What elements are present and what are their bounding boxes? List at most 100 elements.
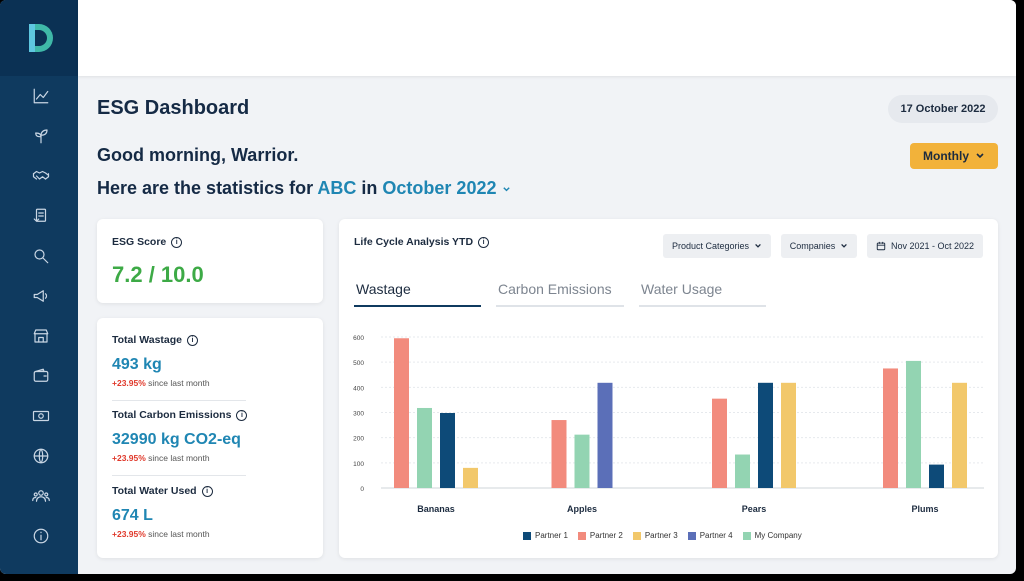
bar-plums-partner-3[interactable] <box>952 382 967 488</box>
x-category-label: Bananas <box>417 504 455 514</box>
bar-bananas-partner-3[interactable] <box>463 467 478 488</box>
legend-label: Partner 2 <box>589 531 623 540</box>
divider <box>112 400 246 401</box>
metric-value: 493 kg <box>112 356 162 373</box>
metric-value: 32990 kg CO2-eq <box>112 431 241 448</box>
metric-value: 674 L <box>112 507 153 524</box>
change-percent: +23.95% <box>112 378 146 388</box>
top-bar <box>78 0 1016 76</box>
search-icon[interactable] <box>28 243 54 269</box>
bar-apples-my-company[interactable] <box>574 434 590 488</box>
metric-carbon: Total Carbon Emissions i 32990 kg CO2-eq … <box>112 409 308 463</box>
product-categories-dropdown[interactable]: Product Categories <box>663 234 771 258</box>
greeting-text: Good morning, Warrior. <box>97 145 299 165</box>
lca-title: Life Cycle Analysis YTD i <box>354 236 490 248</box>
bar-bananas-partner-2[interactable] <box>394 338 409 488</box>
legend-item[interactable]: Partner 1 <box>523 531 568 540</box>
stats-mid: in <box>356 178 383 198</box>
bar-apples-partner-4[interactable] <box>597 382 613 488</box>
metric-label: Total Wastage i <box>112 334 308 346</box>
store-icon[interactable] <box>28 323 54 349</box>
info-icon[interactable] <box>28 523 54 549</box>
change-text: since last month <box>145 378 210 388</box>
legend-swatch <box>632 531 641 540</box>
bar-bananas-my-company[interactable] <box>417 407 432 488</box>
calendar-icon <box>876 241 886 251</box>
bar-pears-partner-1[interactable] <box>758 382 773 488</box>
period-dropdown-label: Monthly <box>923 149 969 163</box>
filter-label: Companies <box>789 241 836 251</box>
info-icon[interactable]: i <box>171 236 183 248</box>
report-icon[interactable] <box>28 203 54 229</box>
tab-water-usage[interactable]: Water Usage <box>641 281 723 297</box>
y-tick-label: 200 <box>353 436 364 443</box>
sprout-icon[interactable] <box>28 123 54 149</box>
legend-swatch <box>523 531 531 540</box>
info-icon[interactable]: i <box>201 485 213 497</box>
esg-score-label-text: ESG Score <box>112 236 167 248</box>
date-range-picker[interactable]: Nov 2021 - Oct 2022 <box>867 234 983 258</box>
bar-pears-partner-3[interactable] <box>781 382 796 488</box>
legend-item[interactable]: Partner 4 <box>687 531 733 540</box>
legend-item[interactable]: Partner 3 <box>632 531 678 540</box>
bar-plums-partner-2[interactable] <box>883 368 898 488</box>
change-percent: +23.95% <box>112 453 146 463</box>
chevron-down-icon <box>755 243 761 248</box>
period-dropdown-button[interactable]: Monthly <box>910 143 998 169</box>
tab-wastage-underline <box>354 305 481 307</box>
bar-bananas-partner-1[interactable] <box>440 413 455 488</box>
metric-label-text: Total Water Used <box>112 485 197 497</box>
change-text: since last month <box>145 529 210 539</box>
legend-item[interactable]: My Company <box>742 531 802 540</box>
logo-icon <box>29 24 53 52</box>
change-text: since last month <box>145 453 210 463</box>
megaphone-icon[interactable] <box>28 283 54 309</box>
y-tick-label: 400 <box>353 385 364 392</box>
bar-plums-partner-1[interactable] <box>929 464 944 488</box>
globe-icon[interactable] <box>28 443 54 469</box>
chevron-down-icon <box>502 186 510 192</box>
logo[interactable] <box>0 0 78 76</box>
info-icon[interactable]: i <box>187 334 199 346</box>
info-icon[interactable]: i <box>236 409 248 421</box>
metric-change: +23.95% since last month <box>112 453 308 463</box>
handshake-icon[interactable] <box>28 163 54 189</box>
legend-label: Partner 4 <box>699 531 733 540</box>
legend-label: Partner 1 <box>535 531 568 540</box>
wallet-icon[interactable] <box>28 363 54 389</box>
tab-carbon-emissions[interactable]: Carbon Emissions <box>498 281 612 297</box>
bar-pears-partner-2[interactable] <box>712 398 727 488</box>
chart-line-icon[interactable] <box>28 83 54 109</box>
tab-wastage[interactable]: Wastage <box>356 281 411 297</box>
legend-item[interactable]: Partner 2 <box>577 531 623 540</box>
chevron-down-icon <box>841 243 848 248</box>
legend-label: Partner 3 <box>644 531 678 540</box>
companies-dropdown[interactable]: Companies <box>781 234 857 258</box>
period-selector[interactable]: October 2022 <box>382 178 510 198</box>
chevron-down-icon <box>976 153 984 159</box>
filter-label: Nov 2021 - Oct 2022 <box>890 241 975 251</box>
y-tick-label: 100 <box>353 461 364 468</box>
people-icon[interactable] <box>28 483 54 509</box>
lca-title-text: Life Cycle Analysis YTD <box>354 236 474 248</box>
period-label: October 2022 <box>382 178 497 198</box>
company-selector[interactable]: ABC <box>317 178 357 198</box>
bar-pears-my-company[interactable] <box>735 454 750 488</box>
info-icon[interactable]: i <box>478 236 490 248</box>
metric-label: Total Carbon Emissions i <box>112 409 308 421</box>
metric-change: +23.95% since last month <box>112 529 308 539</box>
bar-plums-my-company[interactable] <box>906 360 921 488</box>
bar-apples-partner-2[interactable] <box>551 420 567 488</box>
stats-line: Here are the statistics for ABC in Octob… <box>97 178 511 199</box>
page-title: ESG Dashboard <box>97 97 250 119</box>
cash-icon[interactable] <box>28 403 54 429</box>
esg-score-label: ESG Score i <box>112 236 183 248</box>
x-category-label: Apples <box>567 504 597 514</box>
y-tick-label: 0 <box>360 486 364 493</box>
stats-prefix: Here are the statistics for <box>97 178 318 198</box>
legend-swatch <box>742 531 751 540</box>
x-category-label: Plums <box>911 504 938 514</box>
metric-label: Total Water Used i <box>112 485 308 497</box>
